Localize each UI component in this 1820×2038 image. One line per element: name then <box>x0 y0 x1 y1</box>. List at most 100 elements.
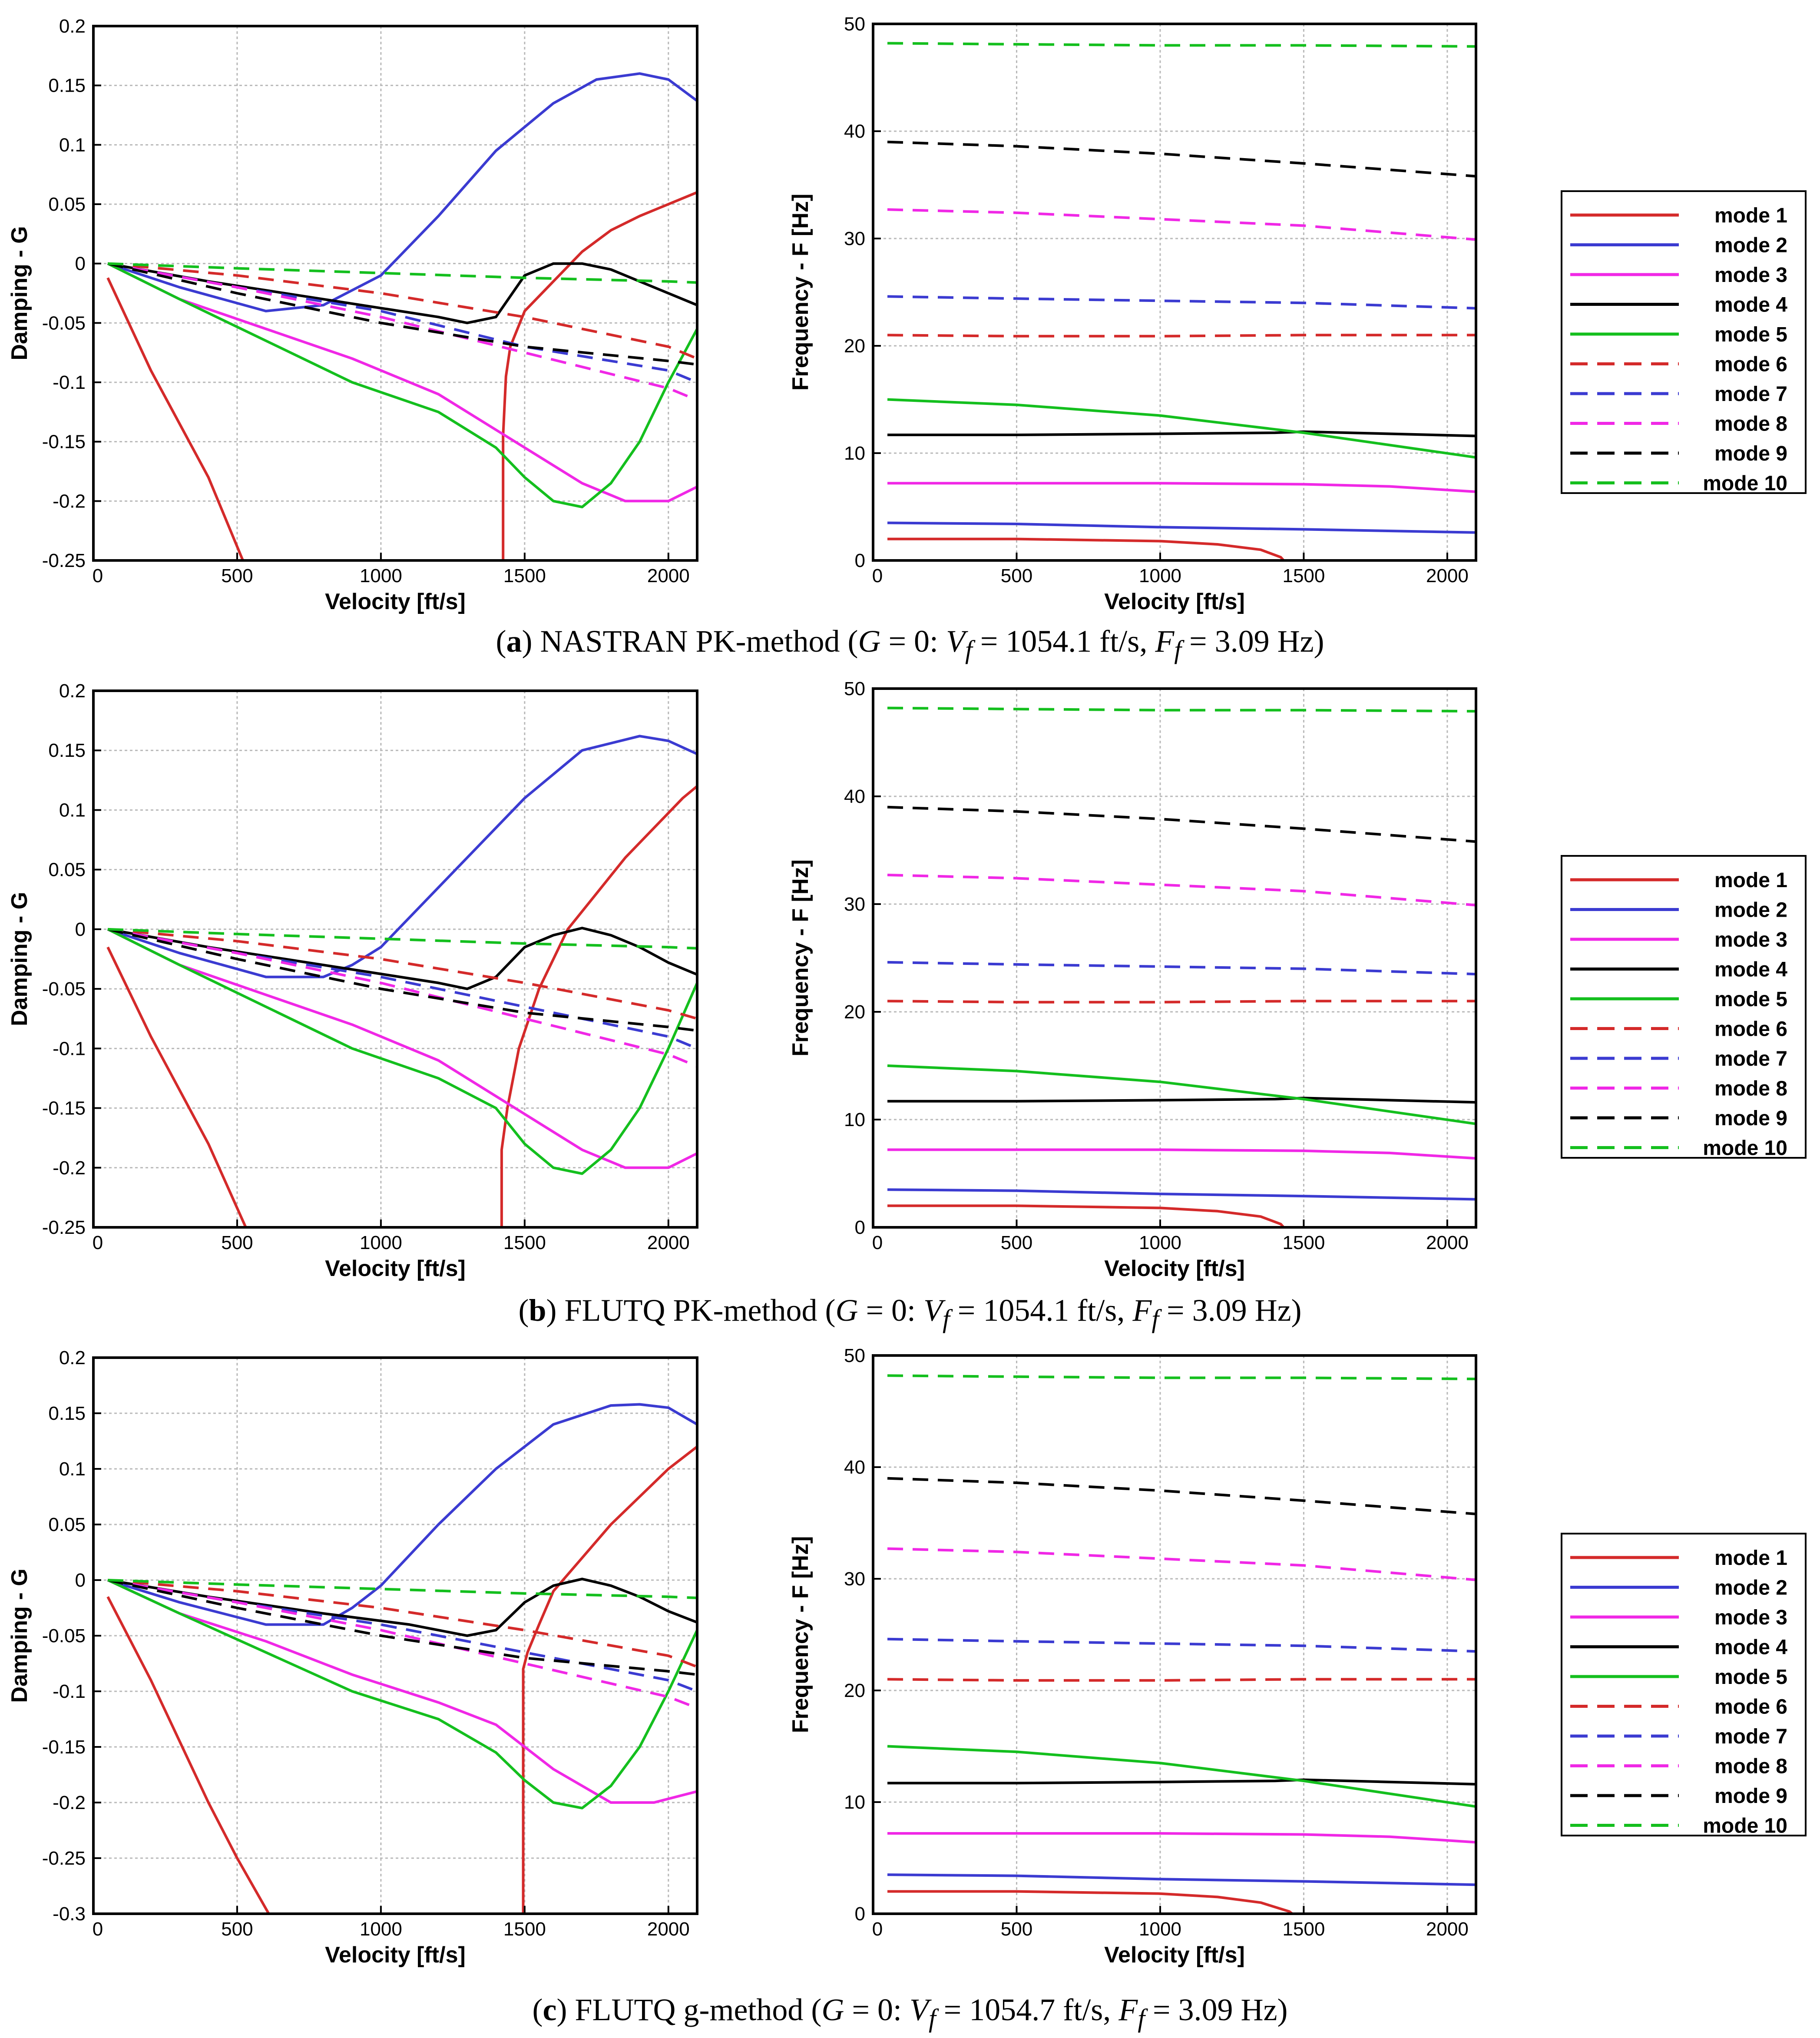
series-line-mode-1 <box>887 537 1285 560</box>
x-tick-label: 500 <box>221 565 253 587</box>
caption-letter: b <box>529 1293 546 1328</box>
caption-f-symbol: F <box>1118 1992 1138 2027</box>
legend-label-mode-9: mode 9 <box>1714 1785 1787 1808</box>
y-tick-label: -0.15 <box>42 1736 86 1758</box>
series-line-mode-5 <box>887 1064 1476 1125</box>
legend-label-mode-8: mode 8 <box>1714 1755 1787 1778</box>
plot-area <box>93 691 697 1227</box>
series-line-mode-3 <box>107 928 697 1169</box>
series-line-mode-1 <box>106 946 247 1227</box>
y-tick-label: 20 <box>844 1001 865 1023</box>
x-tick-label: 2000 <box>1426 1232 1469 1253</box>
caption-method: NASTRAN PK-method <box>540 624 840 659</box>
caption-b: (b) FLUTQ PK-method (G = 0: Vf = 1054.1 … <box>518 1293 1302 1333</box>
y-tick-label: 20 <box>844 1680 865 1701</box>
y-tick-label: 0.05 <box>48 1514 86 1535</box>
series-group <box>887 42 1476 560</box>
y-tick-label: 0.1 <box>59 134 86 156</box>
x-axis-title: Velocity [ft/s] <box>1104 1256 1245 1281</box>
x-tick-label: 1500 <box>1282 565 1325 587</box>
y-tick-label: 0 <box>75 919 86 940</box>
caption-f-symbol: F <box>1155 624 1175 659</box>
y-tick-label: -0.05 <box>42 1625 86 1647</box>
series-group <box>887 706 1476 1227</box>
y-tick-label: -0.05 <box>42 312 86 334</box>
x-tick-label: 1000 <box>1139 565 1181 587</box>
legend-label-mode-9: mode 9 <box>1714 442 1787 465</box>
series-line-mode-9 <box>887 1477 1476 1515</box>
caption-v-value: = 1054.7 ft/s, <box>936 1992 1119 2027</box>
chart-a-damping: 0 500 1000 1500 2000 -0.25 -0.2 -0.15 -0.1 -0.05 0… <box>7 16 698 614</box>
y-tick-label: -0.2 <box>53 1157 86 1179</box>
legend-label-mode-4: mode 4 <box>1714 294 1787 317</box>
x-axis-title: Velocity [ft/s] <box>325 1256 466 1281</box>
y-tick-label: -0.1 <box>53 1038 86 1059</box>
legend-label-mode-7: mode 7 <box>1714 383 1787 406</box>
series-line-mode-4 <box>887 1097 1476 1104</box>
caption-f-sub: f <box>1174 635 1181 664</box>
y-tick-label: 0.2 <box>59 16 86 37</box>
legend-label-mode-3: mode 3 <box>1714 1606 1787 1629</box>
y-tick-label: -0.25 <box>42 1217 86 1238</box>
y-tick-label: -0.1 <box>53 372 86 393</box>
series-line-mode-1 <box>887 1890 1293 1914</box>
series-group <box>106 1403 697 1914</box>
legend-label-mode-5: mode 5 <box>1714 988 1787 1011</box>
legend-label-mode-1: mode 1 <box>1714 204 1787 227</box>
y-tick-label: 10 <box>844 443 865 464</box>
x-tick-label: 500 <box>221 1919 253 1940</box>
legend-label-mode-7: mode 7 <box>1714 1725 1787 1748</box>
caption-v-symbol: V <box>910 1992 929 2027</box>
legend-label-mode-1: mode 1 <box>1714 869 1787 892</box>
series-line-mode-10 <box>107 1579 697 1599</box>
y-tick-label: -0.2 <box>53 490 86 512</box>
series-line-mode-10 <box>887 42 1476 48</box>
y-tick-label: 0.1 <box>59 1458 86 1480</box>
caption-eq: = 0: <box>858 1293 924 1328</box>
y-tick-label: 40 <box>844 121 865 142</box>
legend-label-mode-2: mode 2 <box>1714 899 1787 922</box>
series-line-mode-2 <box>887 521 1476 534</box>
plot-area <box>873 1355 1476 1914</box>
series-line-mode-1 <box>887 1204 1285 1227</box>
series-line-mode-3 <box>887 1148 1476 1160</box>
x-tick-label: 500 <box>1001 565 1032 587</box>
legend-label-mode-1: mode 1 <box>1714 1547 1787 1570</box>
legend-label-mode-4: mode 4 <box>1714 958 1787 981</box>
series-line-mode-7 <box>887 295 1476 310</box>
legend-b: mode 1 mode 2 mode 3 mode 4 mode 5 mode 6 mode… <box>1561 855 1807 1160</box>
y-axis-title: Frequency - F [Hz] <box>788 194 813 391</box>
series-line-mode-6 <box>107 1579 697 1668</box>
caption-v-sub: f <box>965 635 973 664</box>
caption-f-value: = 3.09 Hz <box>1145 1992 1277 2027</box>
series-line-mode-10 <box>107 928 697 950</box>
x-tick-label: 2000 <box>647 1919 690 1940</box>
x-tick-label: 2000 <box>1426 1919 1469 1940</box>
y-tick-label: 0.2 <box>59 680 86 702</box>
series-line-mode-2 <box>887 1873 1476 1886</box>
y-tick-label: 20 <box>844 335 865 357</box>
caption-f-symbol: F <box>1132 1293 1152 1328</box>
y-tick-label: 0.15 <box>48 1403 86 1424</box>
legend-label-mode-5: mode 5 <box>1714 1666 1787 1689</box>
x-tick-label: 0 <box>872 565 883 587</box>
caption-f-value: = 3.09 Hz <box>1158 1293 1291 1328</box>
y-tick-label: -0.15 <box>42 1098 86 1119</box>
caption-f-sub: f <box>1152 1304 1159 1333</box>
legend-label-mode-10: mode 10 <box>1703 472 1787 495</box>
y-tick-label: 40 <box>844 786 865 807</box>
legend-box <box>1561 1533 1807 1836</box>
series-line-mode-5 <box>887 1745 1476 1808</box>
series-line-mode-9 <box>107 262 697 366</box>
x-tick-label: 1500 <box>1282 1232 1325 1253</box>
y-axis-title: Frequency - F [Hz] <box>788 1536 813 1733</box>
series-line-mode-3 <box>887 482 1476 493</box>
series-line-mode-6 <box>887 334 1476 338</box>
y-tick-label: 0 <box>75 253 86 275</box>
y-tick-label: 0.05 <box>48 859 86 881</box>
chart-b-frequency: 0 500 1000 1500 2000 0 10 20 30 40 50 Velocity [ft/… <box>788 678 1477 1281</box>
series-line-mode-5 <box>107 1579 697 1809</box>
series-line-mode-1 <box>106 277 244 560</box>
series-line-mode-6 <box>107 262 697 360</box>
series-line-mode-8 <box>887 208 1476 241</box>
